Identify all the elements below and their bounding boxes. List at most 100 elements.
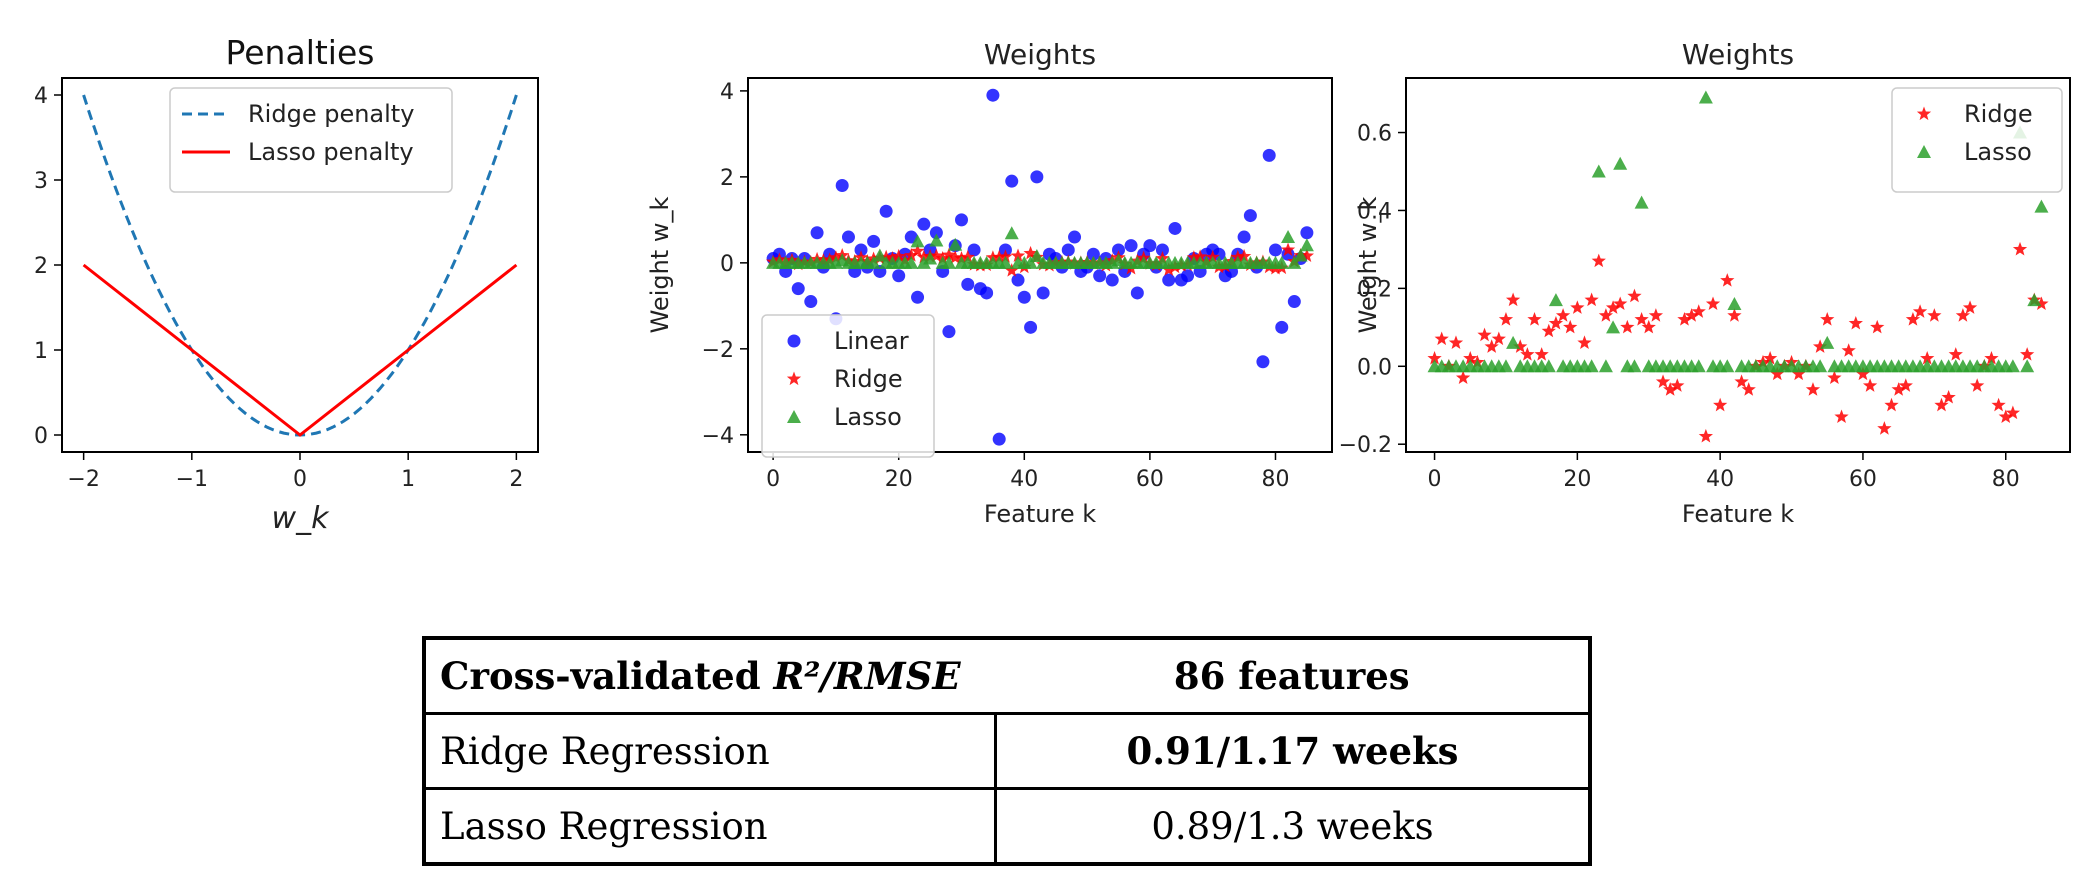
y-tick-label: 0 xyxy=(34,424,48,449)
data-point xyxy=(1011,273,1025,287)
legend-swatch xyxy=(787,334,801,348)
data-point xyxy=(1004,263,1019,277)
data-point xyxy=(1281,230,1296,244)
data-point xyxy=(923,251,938,265)
data-point xyxy=(1791,366,1806,381)
y-tick-label: 0.2 xyxy=(1357,277,1392,302)
chart-title: Weights xyxy=(984,38,1096,71)
data-point xyxy=(1281,247,1295,261)
legend-label: Linear xyxy=(834,327,909,355)
data-point xyxy=(1663,382,1678,396)
data-point xyxy=(1143,239,1157,253)
data-point xyxy=(929,248,944,263)
table-header-row: Cross-validated R²/RMSE 86 features xyxy=(424,636,1590,715)
data-point xyxy=(866,255,881,269)
data-point xyxy=(1448,335,1464,349)
data-point xyxy=(1534,347,1549,361)
y-tick-label: 4 xyxy=(34,84,48,109)
data-point xyxy=(1691,359,1706,373)
data-point xyxy=(1912,304,1928,318)
x-tick-label: −1 xyxy=(176,467,208,492)
data-point xyxy=(1555,308,1571,322)
chart-panel-1: Penalties −2 −1 0 1 2 0 1 2 3 4 w_k Ridge penalty Las… xyxy=(34,33,539,536)
x-tick-label: −2 xyxy=(67,467,99,492)
data-point xyxy=(1870,319,1885,334)
x-tick-label: 20 xyxy=(1563,467,1591,492)
row-label: Lasso Regression xyxy=(422,787,997,866)
data-point xyxy=(917,217,931,231)
data-point xyxy=(1548,293,1563,307)
data-point xyxy=(942,325,956,339)
y-tick-label: −2 xyxy=(702,338,734,363)
data-point xyxy=(910,243,925,258)
data-point xyxy=(1613,296,1628,311)
data-point xyxy=(1505,292,1521,307)
data-point xyxy=(841,230,855,244)
data-point xyxy=(804,295,818,309)
data-point xyxy=(1627,359,1642,373)
data-point xyxy=(1262,148,1276,162)
data-point xyxy=(1455,370,1471,385)
data-point xyxy=(1010,248,1026,263)
legend-swatch xyxy=(787,410,801,423)
chart-title: Penalties xyxy=(226,33,375,72)
data-point xyxy=(1698,90,1713,104)
data-point xyxy=(941,247,957,262)
header-metric-prefix: Cross-validated xyxy=(440,654,774,698)
data-point xyxy=(1093,269,1107,283)
data-point xyxy=(1763,351,1778,365)
data-point xyxy=(1591,164,1606,178)
data-point xyxy=(1648,308,1664,322)
data-point xyxy=(854,243,868,257)
data-point xyxy=(1275,320,1289,334)
data-point xyxy=(916,255,931,269)
table-row: Lasso Regression 0.89/1.3 weeks xyxy=(422,787,1592,866)
data-point xyxy=(810,226,824,240)
data-point xyxy=(1155,243,1169,257)
data-point xyxy=(1463,351,1478,365)
data-point xyxy=(1280,242,1296,257)
data-point xyxy=(1030,170,1044,184)
data-point xyxy=(1827,370,1842,385)
data-point xyxy=(2020,347,2035,361)
data-point xyxy=(1541,359,1556,373)
x-axis-label: Feature k xyxy=(984,500,1096,528)
legend-box xyxy=(761,314,935,458)
data-point xyxy=(1998,409,2013,424)
x-tick-label: 80 xyxy=(1992,467,2020,492)
data-point xyxy=(1855,366,1871,381)
data-point xyxy=(892,269,906,283)
data-point xyxy=(1713,397,1728,412)
data-point xyxy=(1684,308,1699,322)
chart-panel-2: Weights 0 20 40 60 80 −4 −2 0 2 4 Feature k Weight w… xyxy=(646,38,1333,528)
legend-label: Lasso penalty xyxy=(248,138,414,166)
x-axis-label: Feature k xyxy=(1682,500,1794,528)
data-point xyxy=(891,248,906,263)
data-point xyxy=(967,243,981,257)
data-point xyxy=(2034,199,2049,213)
data-point xyxy=(948,237,963,251)
data-point xyxy=(1434,331,1449,346)
y-axis-label: Weight w_k xyxy=(1354,197,1382,334)
row-value: 0.91/1.17 weeks xyxy=(994,712,1592,790)
data-point xyxy=(941,255,956,269)
legend-label: Ridge xyxy=(834,365,903,393)
y-tick-label: −0.2 xyxy=(1339,433,1392,458)
data-point xyxy=(1677,312,1692,326)
data-point xyxy=(1237,230,1251,244)
series-lasso xyxy=(1427,90,2049,373)
data-point xyxy=(1111,243,1125,257)
data-point xyxy=(1670,378,1685,392)
data-point xyxy=(1641,319,1656,334)
data-point xyxy=(1898,378,1913,392)
data-point xyxy=(1570,300,1585,314)
row-value: 0.89/1.3 weeks xyxy=(994,787,1592,866)
data-point xyxy=(1256,355,1270,369)
data-point xyxy=(1061,243,1075,257)
header-metric-cell: Cross-validated R²/RMSE xyxy=(424,636,996,715)
data-point xyxy=(980,286,994,300)
data-point xyxy=(2005,405,2021,420)
data-point xyxy=(1124,239,1138,253)
data-point xyxy=(1287,295,1301,309)
